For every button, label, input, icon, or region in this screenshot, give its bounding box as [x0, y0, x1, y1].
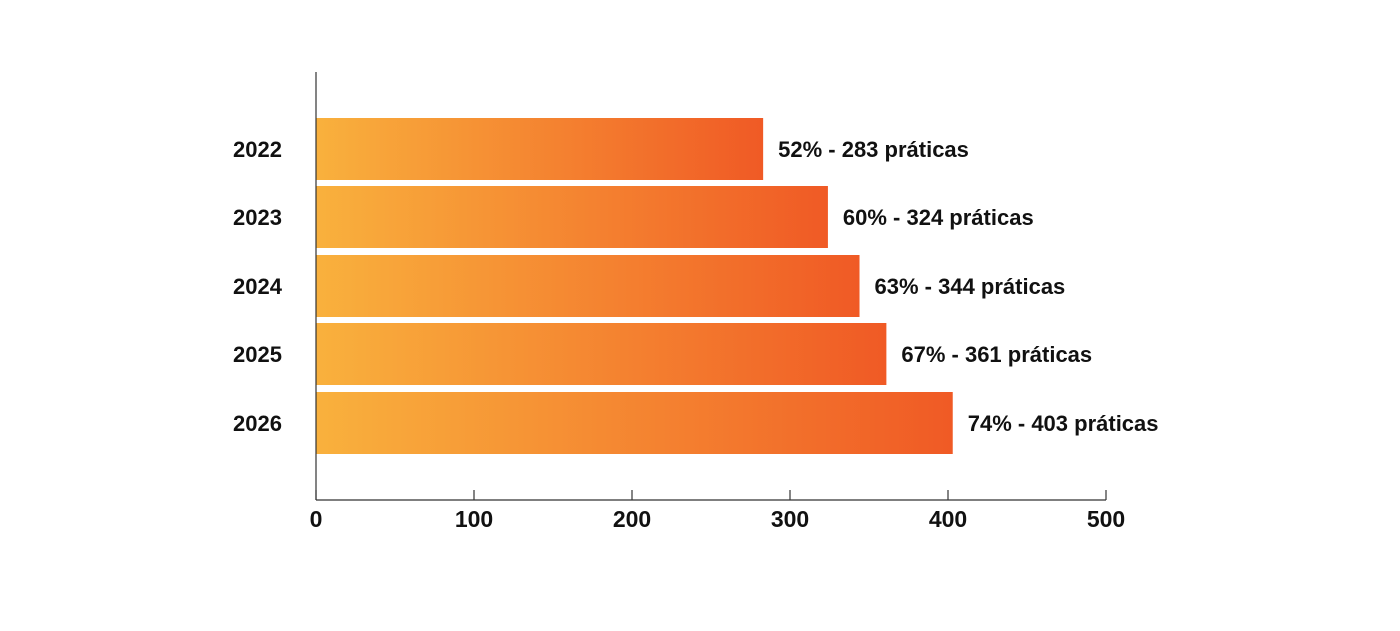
x-tick-label: 200 [613, 506, 651, 532]
data-label: 63% - 344 práticas [875, 274, 1066, 299]
x-tick-label: 100 [455, 506, 493, 532]
category-label: 2025 [233, 342, 282, 367]
bar-2024 [316, 255, 860, 317]
category-label: 2022 [233, 137, 282, 162]
x-tick-label: 400 [929, 506, 967, 532]
category-label: 2024 [233, 274, 283, 299]
bar-2026 [316, 392, 953, 454]
x-tick-label: 500 [1087, 506, 1125, 532]
x-tick-label: 300 [771, 506, 809, 532]
bar-2025 [316, 323, 887, 385]
data-label: 60% - 324 práticas [843, 205, 1034, 230]
category-label: 2023 [233, 205, 282, 230]
x-tick-label: 0 [310, 506, 323, 532]
data-label: 52% - 283 práticas [778, 137, 969, 162]
bar-2022 [316, 118, 764, 180]
data-label: 67% - 361 práticas [901, 342, 1092, 367]
bar-2023 [316, 186, 828, 248]
category-label: 2026 [233, 411, 282, 436]
data-label: 74% - 403 práticas [968, 411, 1159, 436]
